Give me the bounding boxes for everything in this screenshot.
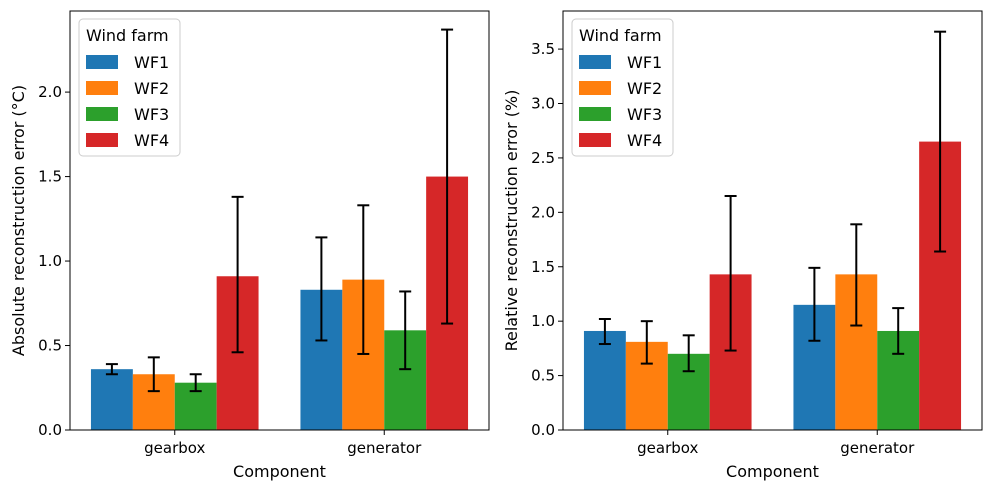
- chart-absolute-error: WF1 gearbox: 0.36WF1 generator: 0.83WF2 …: [9, 10, 490, 481]
- legend-label-wf4: WF4: [134, 131, 169, 150]
- x-axis-label: Component: [233, 462, 326, 481]
- y-axis-label: Absolute reconstruction error (°C): [9, 85, 28, 356]
- legend-label-wf4: WF4: [627, 131, 662, 150]
- y-axis-label: Relative reconstruction error (%): [502, 90, 521, 352]
- y-tick-label: 2.0: [531, 203, 555, 221]
- legend-label-wf2: WF2: [134, 79, 169, 98]
- y-tick-label: 0.0: [38, 421, 62, 439]
- x-axis-label: Component: [726, 462, 819, 481]
- bar-wf1-gearbox: WF1 gearbox: 0.91: [583, 330, 626, 430]
- legend-box: [571, 18, 674, 157]
- x-tick-label-generator: generator: [840, 439, 915, 457]
- x-tick-label-gearbox: gearbox: [637, 439, 698, 457]
- y-tick-label: 0.0: [531, 421, 555, 439]
- legend-swatch-wf4: [86, 133, 118, 147]
- legend-swatch-wf1: [86, 55, 118, 69]
- chart-relative-error: WF1 gearbox: 0.91WF1 generator: 1.15WF2 …: [502, 10, 983, 481]
- legend-swatch-wf3: [86, 107, 118, 121]
- legend-box: [78, 18, 181, 157]
- y-tick-label: 2.0: [38, 83, 62, 101]
- legend-swatch-wf3: [579, 107, 611, 121]
- legend-swatch-wf1: [579, 55, 611, 69]
- x-tick-label-generator: generator: [347, 439, 422, 457]
- plot-frame: [69, 10, 490, 431]
- y-tick-label: 0.5: [38, 337, 62, 355]
- y-tick-label: 2.5: [531, 149, 555, 167]
- plot-frame: [562, 10, 983, 431]
- legend-swatch-wf4: [579, 133, 611, 147]
- legend-swatch-wf2: [579, 81, 611, 95]
- y-tick-label: 1.0: [38, 252, 62, 270]
- legend-swatch-wf2: [86, 81, 118, 95]
- y-tick-label: 1.0: [531, 312, 555, 330]
- legend-label-wf1: WF1: [627, 53, 662, 72]
- legend-label-wf2: WF2: [627, 79, 662, 98]
- bar-wf1-gearbox: WF1 gearbox: 0.36: [90, 369, 133, 430]
- x-tick-label-gearbox: gearbox: [144, 439, 205, 457]
- legend-title: Wind farm: [579, 26, 662, 45]
- legend-label-wf3: WF3: [134, 105, 169, 124]
- y-tick-label: 1.5: [38, 168, 62, 186]
- y-tick-label: 3.0: [531, 95, 555, 113]
- legend-label-wf1: WF1: [134, 53, 169, 72]
- y-tick-label: 3.5: [531, 40, 555, 58]
- y-tick-label: 0.5: [531, 367, 555, 385]
- legend-label-wf3: WF3: [627, 105, 662, 124]
- legend-title: Wind farm: [86, 26, 169, 45]
- y-tick-label: 1.5: [531, 258, 555, 276]
